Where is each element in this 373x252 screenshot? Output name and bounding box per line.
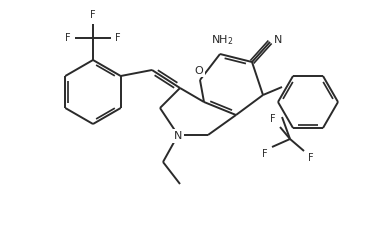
Text: F: F bbox=[65, 33, 71, 43]
Text: O: O bbox=[195, 66, 203, 76]
Text: F: F bbox=[270, 114, 276, 124]
Text: N: N bbox=[274, 35, 282, 45]
Text: NH$_2$: NH$_2$ bbox=[211, 33, 233, 47]
Text: F: F bbox=[115, 33, 120, 43]
Text: F: F bbox=[308, 153, 314, 163]
Text: F: F bbox=[262, 149, 268, 159]
Text: N: N bbox=[174, 131, 182, 141]
Text: F: F bbox=[90, 10, 96, 20]
